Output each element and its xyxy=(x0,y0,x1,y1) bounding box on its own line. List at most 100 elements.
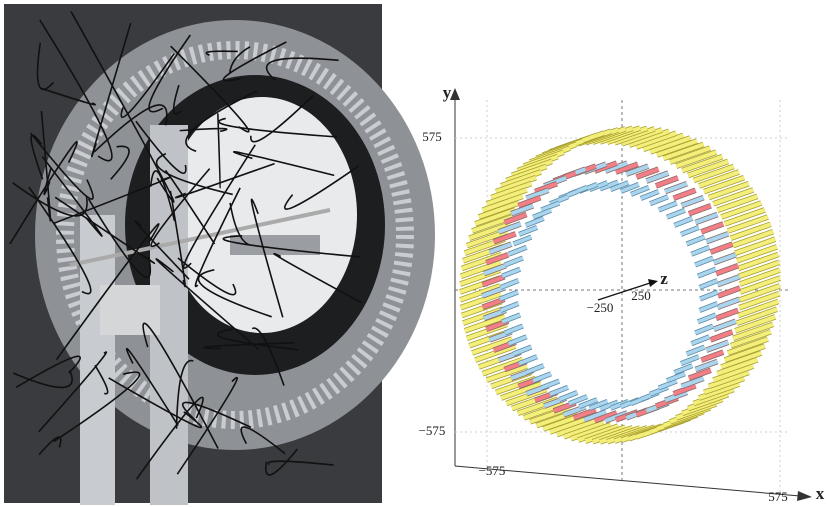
cable xyxy=(264,448,298,476)
bar xyxy=(525,188,550,201)
bar xyxy=(672,188,697,201)
bar xyxy=(474,208,516,226)
bar xyxy=(739,283,781,302)
bar xyxy=(680,195,705,208)
cable xyxy=(222,235,361,258)
cable xyxy=(170,45,250,133)
tick-label: 575 xyxy=(768,489,788,504)
bar xyxy=(540,201,560,212)
bar xyxy=(573,407,597,420)
bar xyxy=(680,355,700,366)
bar xyxy=(594,410,618,423)
cable xyxy=(12,182,88,217)
plate xyxy=(100,285,160,335)
cable xyxy=(182,401,252,429)
cable xyxy=(41,156,103,237)
bar xyxy=(698,301,719,313)
cable xyxy=(250,95,314,143)
bar xyxy=(540,379,560,390)
bar xyxy=(499,301,520,313)
cable xyxy=(12,369,73,389)
bar xyxy=(512,235,533,246)
bar xyxy=(690,245,710,256)
bar xyxy=(649,195,669,206)
bar xyxy=(501,313,521,324)
tick-label: 250 xyxy=(631,288,651,303)
bar xyxy=(490,181,532,200)
bar xyxy=(698,382,740,400)
bar xyxy=(673,363,693,375)
bar xyxy=(609,180,630,192)
bar xyxy=(716,194,759,213)
bar xyxy=(485,252,509,265)
bar xyxy=(688,368,712,381)
cable xyxy=(218,117,338,138)
bar xyxy=(698,170,740,188)
bar xyxy=(481,286,505,298)
bar xyxy=(508,335,528,346)
bar xyxy=(727,215,769,233)
cable xyxy=(222,41,287,82)
bar xyxy=(730,329,772,348)
bar xyxy=(700,350,724,362)
bar xyxy=(599,400,619,411)
bar xyxy=(499,278,520,290)
bar xyxy=(715,263,739,276)
bar xyxy=(577,424,619,443)
bar xyxy=(471,337,513,355)
bar xyxy=(640,189,660,201)
cable xyxy=(91,22,132,158)
cable xyxy=(142,322,219,449)
bar xyxy=(664,181,688,194)
bar xyxy=(664,390,688,403)
bar xyxy=(493,231,517,244)
bar xyxy=(578,397,598,409)
bar xyxy=(504,256,524,267)
bar xyxy=(628,129,670,148)
bar xyxy=(570,422,612,441)
bar xyxy=(685,235,706,246)
bar xyxy=(518,355,538,366)
cable xyxy=(197,269,272,318)
cable xyxy=(30,134,44,180)
cable xyxy=(267,460,334,466)
bar xyxy=(738,291,780,310)
bar xyxy=(739,276,781,294)
bar xyxy=(708,181,750,200)
bar xyxy=(734,314,776,333)
bar xyxy=(483,263,507,276)
bar xyxy=(681,154,723,173)
bar xyxy=(738,260,780,279)
tick-label: −575 xyxy=(419,423,446,438)
bar xyxy=(675,150,717,169)
bar xyxy=(732,322,774,341)
cable xyxy=(53,371,141,443)
cable xyxy=(150,168,211,248)
bar xyxy=(716,274,741,287)
bar xyxy=(503,212,528,225)
bar xyxy=(685,345,706,356)
cable xyxy=(216,328,299,351)
ring-modules xyxy=(56,41,414,429)
bar xyxy=(620,182,640,194)
cable xyxy=(38,436,62,456)
bar xyxy=(655,176,679,188)
bar xyxy=(680,225,700,236)
bar xyxy=(613,126,656,145)
cable xyxy=(250,198,284,318)
cables xyxy=(9,11,362,480)
bar xyxy=(500,170,542,188)
cable xyxy=(135,120,187,175)
bar xyxy=(499,290,519,301)
bar xyxy=(736,307,778,326)
bar xyxy=(625,164,649,177)
cable xyxy=(240,426,286,455)
bar xyxy=(690,335,710,346)
bar xyxy=(635,167,660,179)
bar xyxy=(694,324,714,335)
bar xyxy=(534,181,558,194)
bar xyxy=(510,203,534,216)
bar xyxy=(649,385,669,396)
ring-diagram: y x z 575 −575 −575 575 −250 250 xyxy=(419,83,825,504)
bar xyxy=(508,245,528,256)
